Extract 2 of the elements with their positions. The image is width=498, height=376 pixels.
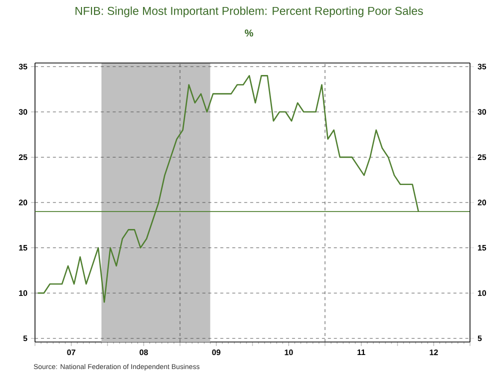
chart-title: NFIB: Single Most Important Problem: Percent Reporting Poor Sales [76,6,423,18]
chart-subtitle: % [244,30,254,37]
